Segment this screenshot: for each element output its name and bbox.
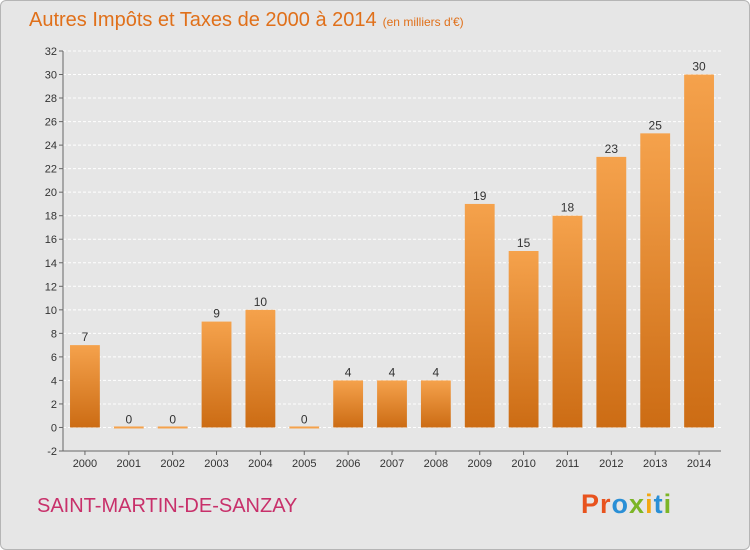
bar-value-label: 15 <box>517 236 531 250</box>
x-tick-label: 2007 <box>380 458 404 470</box>
y-tick-label: 30 <box>45 70 57 82</box>
chart-title-text: Autres Impôts et Taxes de 2000 à 2014 <box>29 9 377 31</box>
y-tick-label: 8 <box>51 328 57 340</box>
logo-letter: P <box>581 489 601 519</box>
x-tick-label: 2000 <box>73 458 97 470</box>
bar-2000 <box>70 345 100 428</box>
bar-value-label: 4 <box>389 365 396 379</box>
chart-title: Autres Impôts et Taxes de 2000 à 2014 (en… <box>29 9 464 32</box>
bar-value-label: 7 <box>82 330 89 344</box>
bar-2005 <box>289 426 320 429</box>
bar-2004 <box>245 309 276 428</box>
place-name: SAINT-MARTIN-DE-SANZAY <box>37 495 298 517</box>
x-tick-label: 2011 <box>556 458 580 470</box>
x-tick-label: 2010 <box>511 458 535 470</box>
bar-2007 <box>377 380 407 428</box>
bar-2002 <box>157 426 188 429</box>
x-tick-label: 2002 <box>160 458 184 470</box>
logo-letter: x <box>629 489 646 519</box>
logo-letter: i <box>645 489 654 519</box>
x-tick-label: 2003 <box>204 458 228 470</box>
bar-value-label: 18 <box>561 201 575 215</box>
x-tick-label: 2013 <box>643 458 667 470</box>
x-tick-label: 2014 <box>687 458 711 470</box>
y-tick-label: 20 <box>45 187 57 199</box>
bar-2012 <box>596 156 627 428</box>
bar-value-label: 30 <box>692 60 706 74</box>
y-tick-label: 24 <box>45 140 57 152</box>
bar-value-label: 0 <box>301 412 308 426</box>
y-tick-label: -2 <box>47 446 57 458</box>
x-tick-label: 2004 <box>248 458 272 470</box>
y-tick-label: 6 <box>51 352 57 364</box>
bar-value-label: 4 <box>433 365 440 379</box>
y-tick-label: 12 <box>45 281 57 293</box>
proxiti-logo[interactable]: Proxiti <box>581 489 672 520</box>
y-tick-label: 26 <box>45 117 57 129</box>
bar-2008 <box>420 380 451 428</box>
bar-value-label: 0 <box>125 412 132 426</box>
x-tick-label: 2001 <box>117 458 141 470</box>
y-tick-label: 10 <box>45 305 57 317</box>
bar-value-label: 23 <box>605 142 619 156</box>
y-tick-label: 14 <box>45 258 57 270</box>
bar-value-label: 0 <box>169 412 176 426</box>
y-tick-label: 0 <box>51 422 57 434</box>
bar-value-label: 25 <box>649 118 663 132</box>
y-tick-label: 16 <box>45 234 57 246</box>
x-tick-label: 2009 <box>467 458 491 470</box>
bar-2010 <box>508 251 539 428</box>
bar-2013 <box>640 133 671 428</box>
logo-letter: o <box>611 489 630 519</box>
x-tick-label: 2008 <box>424 458 448 470</box>
y-tick-label: 28 <box>45 93 57 105</box>
y-tick-label: 22 <box>45 164 57 176</box>
x-tick-label: 2012 <box>599 458 623 470</box>
y-tick-label: 18 <box>45 211 57 223</box>
bar-layer: 7 0 0 9 10 0 4 4 4 19 15 18 23 25 30 <box>70 60 714 429</box>
logo-letter: i <box>663 489 673 519</box>
bar-value-label: 10 <box>254 295 268 309</box>
logo-letter: r <box>600 489 612 519</box>
bar-value-label: 4 <box>345 365 352 379</box>
y-tick-label: 32 <box>45 46 57 58</box>
bar-2011 <box>552 215 583 428</box>
y-tick-label: 4 <box>51 375 57 387</box>
bar-2014 <box>684 74 714 428</box>
logo-letter: t <box>653 489 664 519</box>
bar-2006 <box>333 380 364 428</box>
x-tick-label: 2006 <box>336 458 360 470</box>
x-tick-label: 2005 <box>292 458 316 470</box>
bar-2003 <box>201 321 232 428</box>
bar-2009 <box>464 203 495 428</box>
y-tick-label: 2 <box>51 399 57 411</box>
bar-value-label: 19 <box>473 189 487 203</box>
chart-unit: (en milliers d'€) <box>382 15 464 29</box>
bar-value-label: 9 <box>213 307 220 321</box>
bar-2001 <box>113 426 144 429</box>
